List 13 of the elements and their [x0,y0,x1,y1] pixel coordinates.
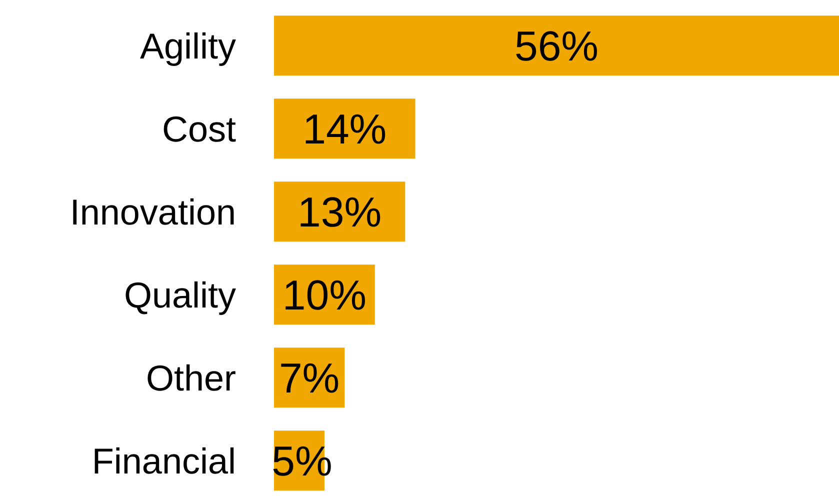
y-tick-label: Cost [162,108,236,150]
data-label: 7% [278,354,340,402]
y-tick-label: Quality [124,274,236,316]
data-label: 14% [302,106,387,153]
bar [274,16,839,76]
data-label: 56% [514,22,599,70]
bar [274,98,416,159]
data-label: 10% [282,272,366,319]
y-tick-label: Financial [92,440,236,482]
y-tick-label: Agility [140,25,236,66]
y-tick-label: Innovation [70,191,236,232]
y-tick-label: Other [146,357,236,398]
data-label: 13% [298,188,382,236]
